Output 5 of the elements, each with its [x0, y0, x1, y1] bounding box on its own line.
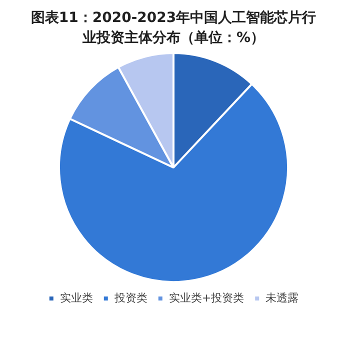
- legend-label: 投资类: [113, 291, 148, 304]
- chart-title: 图表11：2020-2023年中国人工智能芯片行业投资主体分布（单位：%）: [30, 9, 318, 48]
- legend-label: 未透露: [266, 291, 299, 304]
- legend-label: 实业类+投资类: [168, 291, 244, 304]
- legend-label: 实业类: [60, 291, 93, 304]
